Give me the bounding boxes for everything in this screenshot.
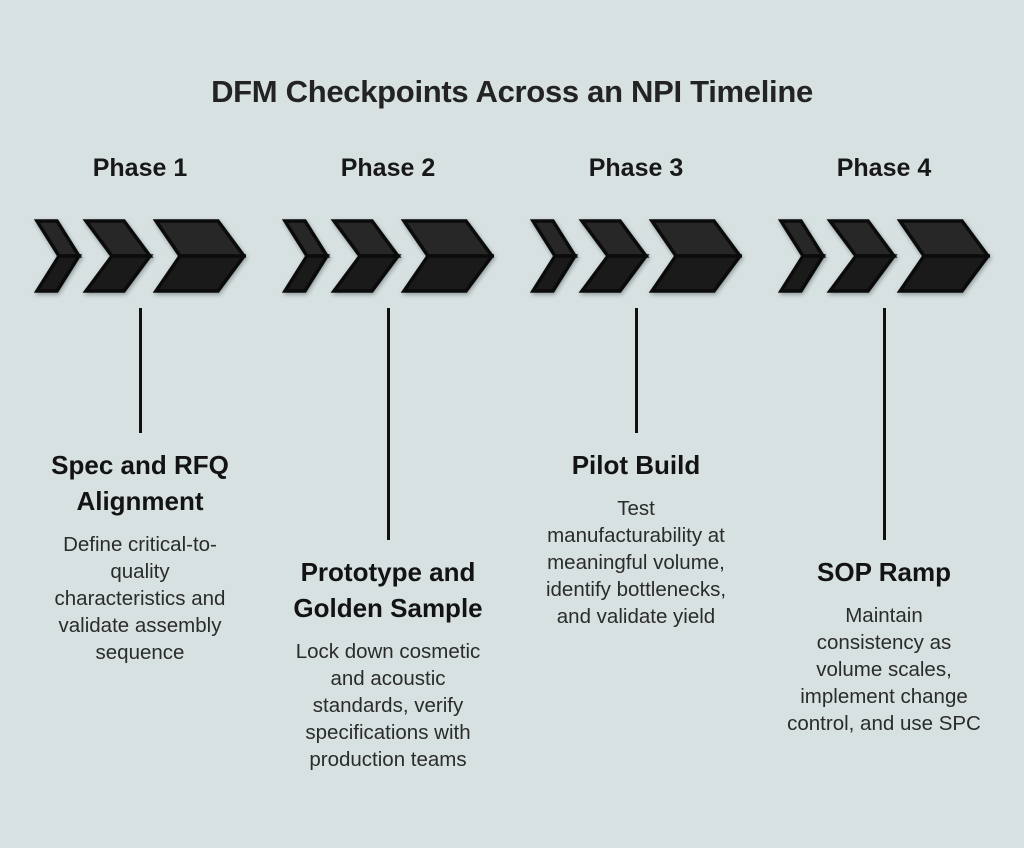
- phase-heading: Spec and RFQ Alignment: [51, 450, 229, 516]
- phase-description: Test manufacturability at meaningful vol…: [545, 497, 727, 628]
- triple-chevron-arrow-icon: [530, 219, 742, 293]
- phase-description: Lock down cosmetic and acoustic standard…: [295, 640, 481, 771]
- page-title: DFM Checkpoints Across an NPI Timeline: [211, 74, 813, 109]
- triple-chevron-arrow-icon: [282, 219, 494, 293]
- connector-line: [386, 308, 390, 540]
- phase-column-1: Phase 1 Spec and RFQ Alignment Define cr…: [16, 150, 264, 773]
- phase-label: Phase 3: [588, 154, 684, 182]
- connector-line: [882, 308, 886, 540]
- triple-chevron-arrow-icon: [778, 219, 990, 293]
- phase-column-3: Phase 3 Pilot Build Test manufacturabili…: [512, 150, 760, 773]
- connector-line: [634, 308, 638, 433]
- phase-heading: Pilot Build: [571, 450, 701, 480]
- phase-label: Phase 2: [340, 154, 436, 182]
- triple-chevron-arrow-icon: [34, 219, 246, 293]
- phase-heading: Prototype and Golden Sample: [293, 557, 483, 623]
- phase-column-4: Phase 4 SOP Ramp Maintain consistency as…: [760, 150, 1008, 773]
- phase-heading: SOP Ramp: [817, 557, 951, 587]
- phase-label: Phase 1: [92, 154, 188, 182]
- phase-description: Maintain consistency as volume scales, i…: [787, 604, 981, 735]
- phase-label: Phase 4: [836, 154, 932, 182]
- connector-line: [138, 308, 142, 433]
- phase-columns: Phase 1 Spec and RFQ Alignment Define cr…: [16, 150, 1008, 773]
- phase-description: Define critical-to- quality characterist…: [54, 533, 226, 664]
- phase-column-2: Phase 2 Prototype and Golden Sample Lock…: [264, 150, 512, 773]
